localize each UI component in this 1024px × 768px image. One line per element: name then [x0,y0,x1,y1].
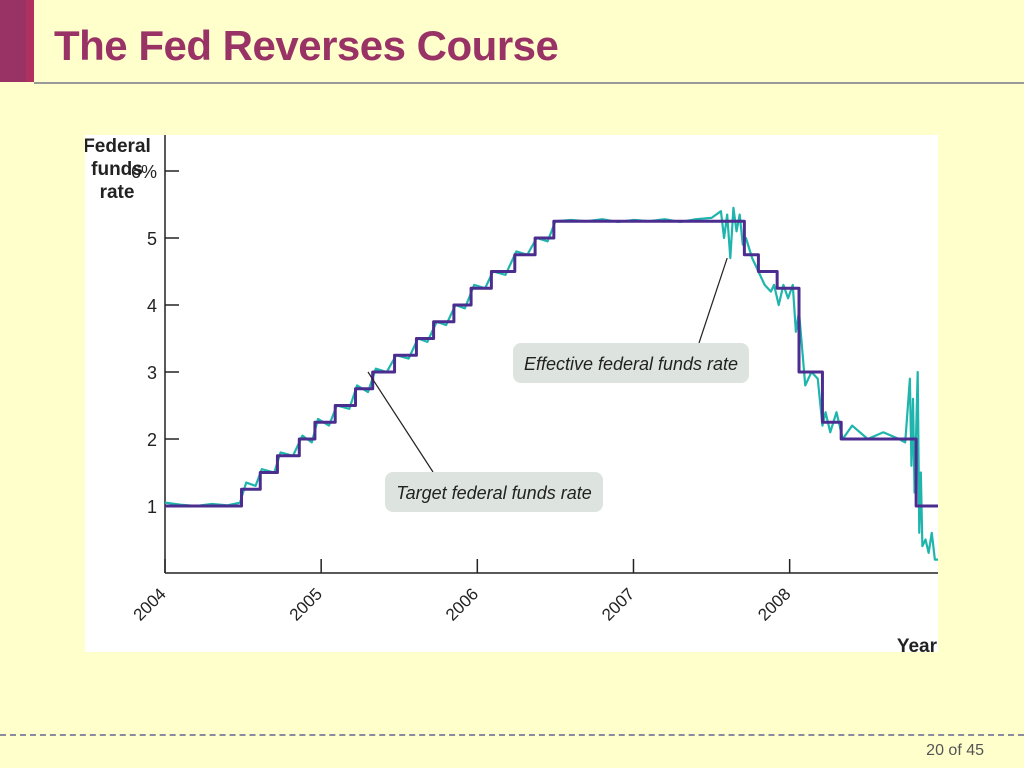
chart-panel: Federal funds rate 1 2 3 4 5 6% 2004 2005 2006 2007 2… [83,135,938,657]
footer-divider [0,734,1024,736]
y-axis-label: funds [91,159,143,180]
y-tick-label: 1 [147,497,157,517]
x-tick-label: 2008 [754,584,794,624]
x-tick-label: 2007 [598,584,638,624]
x-axis-label: Year [897,636,938,652]
target-rate-line [165,219,938,508]
effective-rate-callout-leader [698,257,728,344]
x-tick-label: 2005 [286,584,326,624]
page-number: 20 of 45 [926,742,984,759]
x-tick-label: 2006 [442,584,482,624]
y-axis-label: Federal [85,136,151,157]
y-tick-label: 2 [147,430,157,450]
title-divider [34,82,1024,84]
y-tick-label: 3 [147,363,157,383]
target-rate-callout-leader [367,371,434,473]
y-axis-label: rate [100,182,135,203]
title-accent-bar [0,0,34,82]
effective-rate-callout-text: Effective federal funds rate [524,354,738,374]
x-tick-label: 2004 [130,584,170,624]
y-tick-label: 4 [147,296,157,316]
chart-series [164,206,938,561]
chart-annotations: Effective federal funds rate Target feder… [367,257,749,512]
y-tick-label: 6% [131,162,157,182]
target-rate-callout-box [385,472,603,512]
slide-title: The Fed Reverses Course [54,22,559,69]
target-rate-callout-text: Target federal funds rate [396,483,591,503]
y-tick-label: 5 [147,229,157,249]
effective-rate-callout-box [513,343,749,383]
